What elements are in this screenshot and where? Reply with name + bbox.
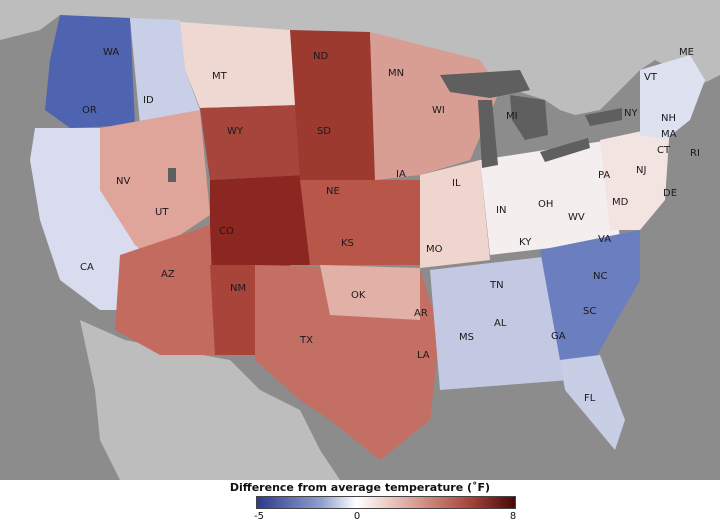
state-label: SD <box>317 126 331 137</box>
lake-erie <box>540 138 590 162</box>
state-label: MO <box>426 244 443 255</box>
state-label: NE <box>326 186 340 197</box>
mexico-landmass <box>80 320 340 480</box>
region-southeast-coast <box>540 230 640 380</box>
state-label: AL <box>494 318 507 329</box>
state-label: MS <box>459 332 474 343</box>
state-label: VT <box>644 72 658 83</box>
region-montana <box>180 22 300 108</box>
state-label: KS <box>341 238 354 249</box>
state-label: WA <box>103 47 119 58</box>
state-label: CA <box>80 262 94 273</box>
state-label: OK <box>351 290 366 301</box>
region-deep-south <box>430 255 570 390</box>
canada-landmass <box>0 0 720 115</box>
state-label: NJ <box>636 165 646 176</box>
lake-ontario <box>585 108 622 126</box>
region-pacific-northwest <box>45 15 135 128</box>
state-label: IL <box>452 178 461 189</box>
state-label: ME <box>679 47 694 58</box>
region-dakotas <box>290 30 375 180</box>
region-arizona <box>115 225 215 355</box>
state-label: MA <box>661 129 677 140</box>
region-florida <box>560 355 625 450</box>
legend-min-label: -5 <box>254 511 264 522</box>
state-label: IA <box>396 169 406 180</box>
state-label: VA <box>598 234 611 245</box>
map-canvas: WA OR CA ID NV MT WY UT AZ CO NM ND SD N… <box>0 0 720 480</box>
region-mid-atlantic <box>600 125 670 230</box>
state-label: MT <box>212 71 228 82</box>
region-new-england <box>640 55 705 140</box>
state-label: MN <box>388 68 404 79</box>
region-oklahoma <box>320 265 420 320</box>
state-label: SC <box>583 306 596 317</box>
state-label: CT <box>657 145 671 156</box>
region-idaho-montana-west <box>130 18 200 125</box>
legend-mid-label: 0 <box>353 511 361 522</box>
state-label: UT <box>155 207 169 218</box>
state-label: RI <box>690 148 700 159</box>
region-colorado <box>210 175 310 265</box>
region-ohio-valley <box>480 140 620 255</box>
state-label: AR <box>414 308 428 319</box>
state-label: OR <box>82 105 97 116</box>
lake-huron <box>510 95 548 140</box>
state-label: GA <box>551 331 566 342</box>
region-nevada-utah <box>100 110 210 255</box>
state-label: WY <box>227 126 244 137</box>
state-label: ND <box>313 51 328 62</box>
state-label: AZ <box>161 269 175 280</box>
state-label: CO <box>219 226 234 237</box>
state-label: NY <box>624 108 638 119</box>
state-label: DE <box>663 188 677 199</box>
state-label: ID <box>143 95 154 106</box>
legend-color-bar <box>256 496 516 509</box>
legend-title: Difference from average temperature (˚F) <box>229 481 491 494</box>
state-label: NV <box>116 176 130 187</box>
region-nebraska-kansas <box>300 180 425 265</box>
state-label: NC <box>593 271 607 282</box>
region-mid-mississippi <box>420 160 490 268</box>
temperature-anomaly-map: WA OR CA ID NV MT WY UT AZ CO NM ND SD N… <box>0 0 720 480</box>
region-california <box>30 128 140 310</box>
state-label: NH <box>661 113 676 124</box>
great-salt-lake <box>168 168 176 182</box>
state-label: TN <box>489 280 504 291</box>
region-upper-midwest <box>370 32 500 180</box>
state-label: LA <box>417 350 430 361</box>
state-label: OH <box>538 199 553 210</box>
state-labels: WA OR CA ID NV MT WY UT AZ CO NM ND SD N… <box>80 47 700 404</box>
state-label: MD <box>612 197 629 208</box>
lake-superior <box>440 70 530 98</box>
state-label: IN <box>496 205 506 216</box>
legend-max-label: 8 <box>509 511 517 522</box>
state-label: FL <box>584 393 596 404</box>
state-label: WI <box>432 105 445 116</box>
state-label: MI <box>506 111 518 122</box>
region-wyoming <box>200 105 305 180</box>
state-label: PA <box>598 170 610 181</box>
lake-michigan <box>478 100 498 168</box>
color-legend: Difference from average temperature (˚F)… <box>0 480 720 527</box>
state-label: WV <box>568 212 585 223</box>
state-label: KY <box>519 237 532 248</box>
state-label: TX <box>299 335 313 346</box>
state-label: NM <box>230 283 246 294</box>
